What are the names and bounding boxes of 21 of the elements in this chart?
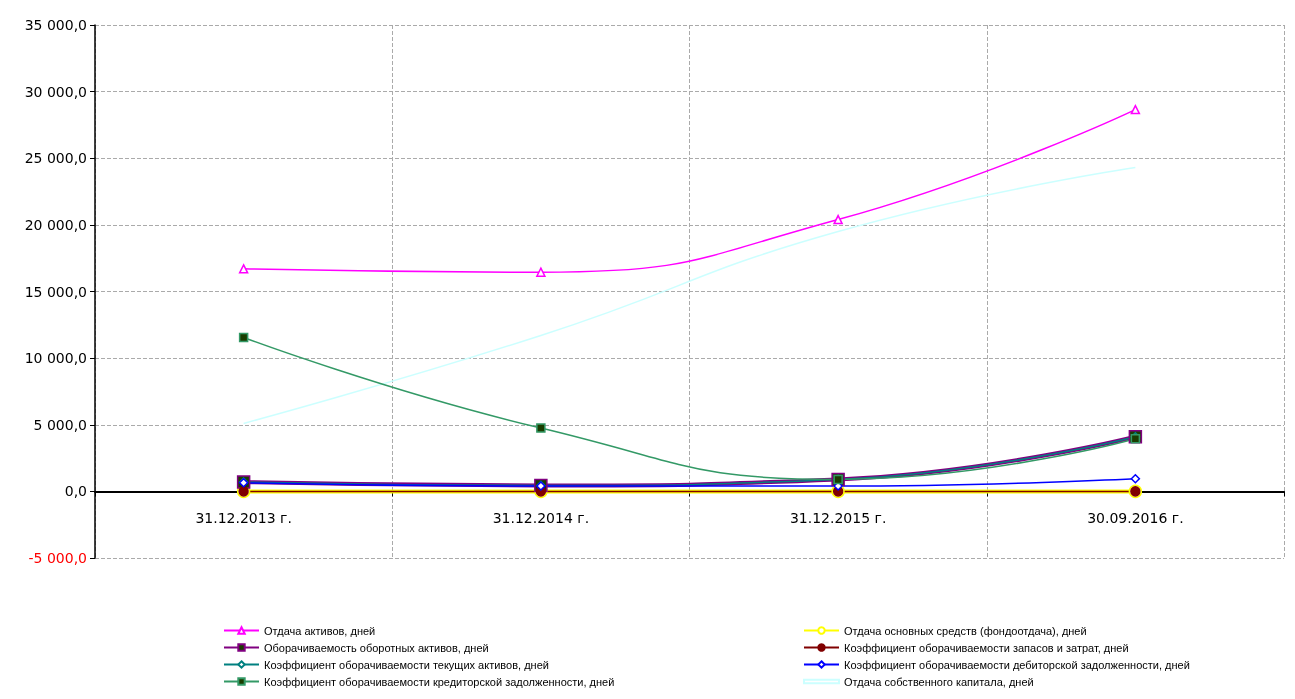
legend-label: Коэффициент оборачиваемости запасов и затрат, дней bbox=[844, 641, 1129, 654]
y-tick-label: 35 000,0 bbox=[24, 17, 87, 33]
y-tick-label: 25 000,0 bbox=[24, 150, 87, 167]
y-tick-label: -5 000,0 bbox=[28, 550, 87, 566]
x-tick-label: 31.12.2014 г. bbox=[492, 510, 590, 526]
y-tick-label: 0,0 bbox=[64, 483, 87, 500]
legend-label: Отдача собственного капитала, дней bbox=[844, 675, 1034, 688]
legend-label: Оборачиваемость оборотных активов, дней bbox=[264, 641, 489, 654]
x-tick-label: 31.12.2015 г. bbox=[789, 510, 887, 526]
x-tick-label: 31.12.2013 г. bbox=[195, 510, 292, 526]
y-tick-label: 5 000,0 bbox=[33, 416, 87, 433]
y-tick-label: 20 000,0 bbox=[24, 216, 87, 233]
legend-label: Коэффициент оборачиваемости текущих активов, дней bbox=[264, 658, 549, 671]
y-tick-label: 30 000,0 bbox=[24, 83, 87, 100]
legend-label: Отдача активов, дней bbox=[264, 624, 376, 637]
legend-label: Коэффициент оборачиваемости кредиторской задолженности, дней bbox=[264, 675, 615, 688]
y-tick-label: 10 000,0 bbox=[24, 350, 87, 367]
x-tick-label: 30.09.2016 г. bbox=[1087, 510, 1184, 526]
legend-label: Коэффициент оборачиваемости дебиторской задолженности, дней bbox=[844, 658, 1190, 671]
y-tick-label: 15 000,0 bbox=[24, 283, 87, 300]
legend-label: Отдача основных средств (фондоотдача), дней bbox=[844, 624, 1087, 637]
